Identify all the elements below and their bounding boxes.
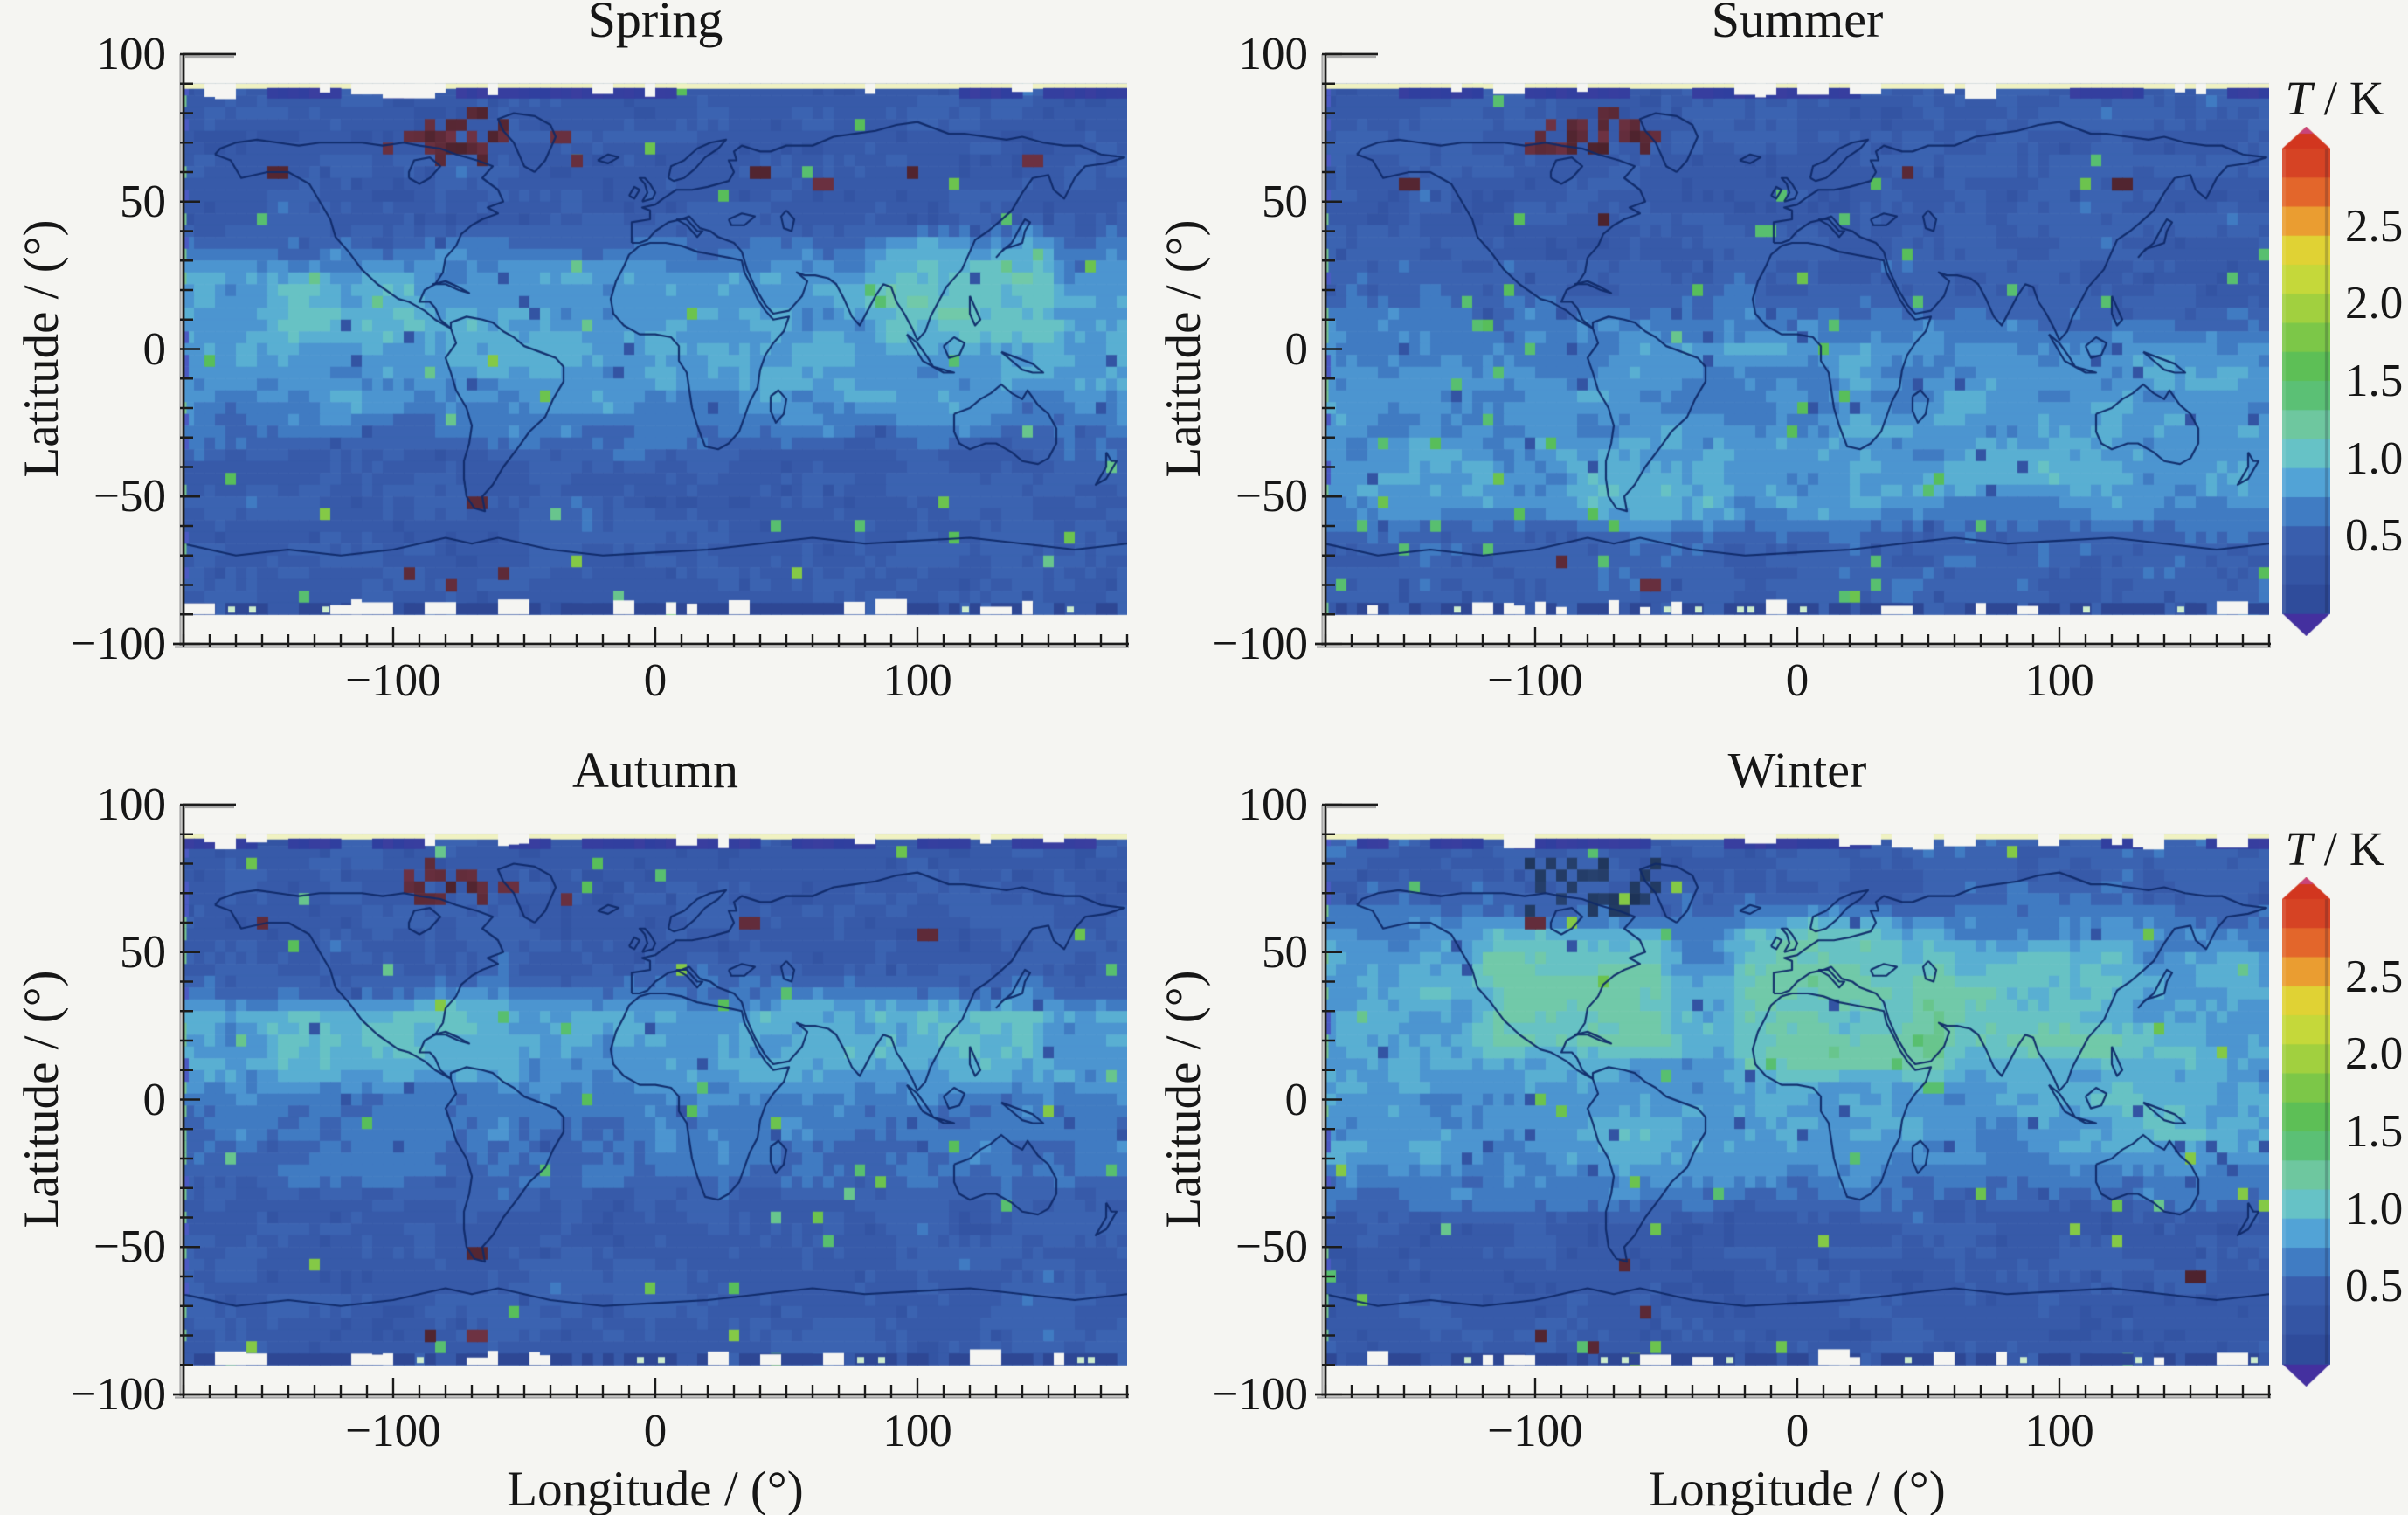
y-tick-label: −100	[70, 1369, 166, 1420]
x-tick-label: 0	[1785, 1406, 1809, 1456]
y-tick-label: 50	[1262, 176, 1308, 227]
y-tick-label: 100	[96, 779, 167, 830]
y-tick-label: 100	[1238, 779, 1309, 830]
panel-title-summer: Summer	[1711, 0, 1884, 48]
x-axis-label: Longitude / (°)	[507, 1462, 804, 1515]
x-tick-label: 100	[882, 655, 952, 706]
colorbar-bottom	[2282, 877, 2330, 1387]
colorbar-tick-label: 0.5	[2345, 1261, 2404, 1312]
panel-title-winter: Winter	[1727, 742, 1867, 799]
heatmap-spring	[183, 54, 1127, 644]
heatmap-summer	[1325, 54, 2269, 644]
y-tick-label: −50	[93, 1221, 166, 1273]
y-tick-label: 100	[96, 29, 167, 80]
x-tick-label: −100	[1487, 655, 1583, 706]
x-tick-label: 100	[2024, 1406, 2094, 1456]
colorbar-tick-label: 2.5	[2345, 951, 2404, 1002]
colorbar-label: T / K	[2247, 73, 2408, 125]
colorbar-unit: / K	[2312, 72, 2384, 125]
y-tick-label: −50	[1235, 471, 1308, 522]
x-tick-label: 100	[2024, 655, 2094, 706]
y-tick-label: 50	[120, 926, 166, 978]
y-tick-label: −100	[1212, 1369, 1308, 1420]
colorbar-top	[2282, 127, 2330, 636]
x-tick-label: 100	[882, 1406, 952, 1456]
heatmap-winter	[1325, 805, 2269, 1394]
y-tick-label: 0	[142, 1074, 167, 1125]
x-tick-label: 0	[643, 655, 668, 706]
colorbar-tick-label: 1.5	[2345, 1106, 2404, 1157]
x-tick-label: −100	[345, 1406, 441, 1456]
x-tick-label: 0	[643, 1406, 668, 1456]
panel-title-autumn: Autumn	[571, 742, 739, 799]
colorbar-tick-label: 2.0	[2345, 278, 2404, 329]
colorbar-tick-label: 1.0	[2345, 1183, 2404, 1235]
y-tick-label: −100	[70, 619, 166, 669]
y-tick-label: 0	[142, 323, 167, 375]
axes-summer	[1315, 52, 2271, 648]
y-tick-label: 0	[1284, 1074, 1309, 1125]
x-tick-label: −100	[1487, 1406, 1583, 1456]
colorbar-symbol: T	[2285, 72, 2313, 125]
colorbar-symbol: T	[2285, 822, 2313, 875]
x-tick-label: −100	[345, 655, 441, 706]
y-tick-label: 50	[120, 176, 166, 227]
x-tick-label: 0	[1785, 655, 1809, 706]
colorbar-label: T / K	[2247, 823, 2408, 875]
y-tick-label: 50	[1262, 926, 1308, 978]
axes-winter	[1315, 803, 2271, 1399]
colorbar-tick-label: 0.5	[2345, 510, 2404, 562]
y-tick-label: −50	[1235, 1221, 1308, 1273]
axes-spring	[173, 52, 1129, 648]
colorbar-tick-label: 2.5	[2345, 200, 2404, 252]
y-tick-label: −50	[93, 471, 166, 522]
colorbar-tick-label: 1.0	[2345, 432, 2404, 484]
panel-title-spring: Spring	[587, 0, 723, 48]
y-tick-label: 0	[1284, 323, 1309, 375]
y-tick-label: −100	[1212, 619, 1308, 669]
colorbar-unit: / K	[2312, 822, 2384, 875]
heatmap-autumn	[183, 805, 1127, 1394]
y-tick-label: 100	[1238, 29, 1309, 80]
colorbar-tick-label: 2.0	[2345, 1028, 2404, 1080]
axes-autumn	[173, 803, 1129, 1399]
x-axis-label: Longitude / (°)	[1649, 1462, 1946, 1515]
colorbar-tick-label: 1.5	[2345, 356, 2404, 406]
